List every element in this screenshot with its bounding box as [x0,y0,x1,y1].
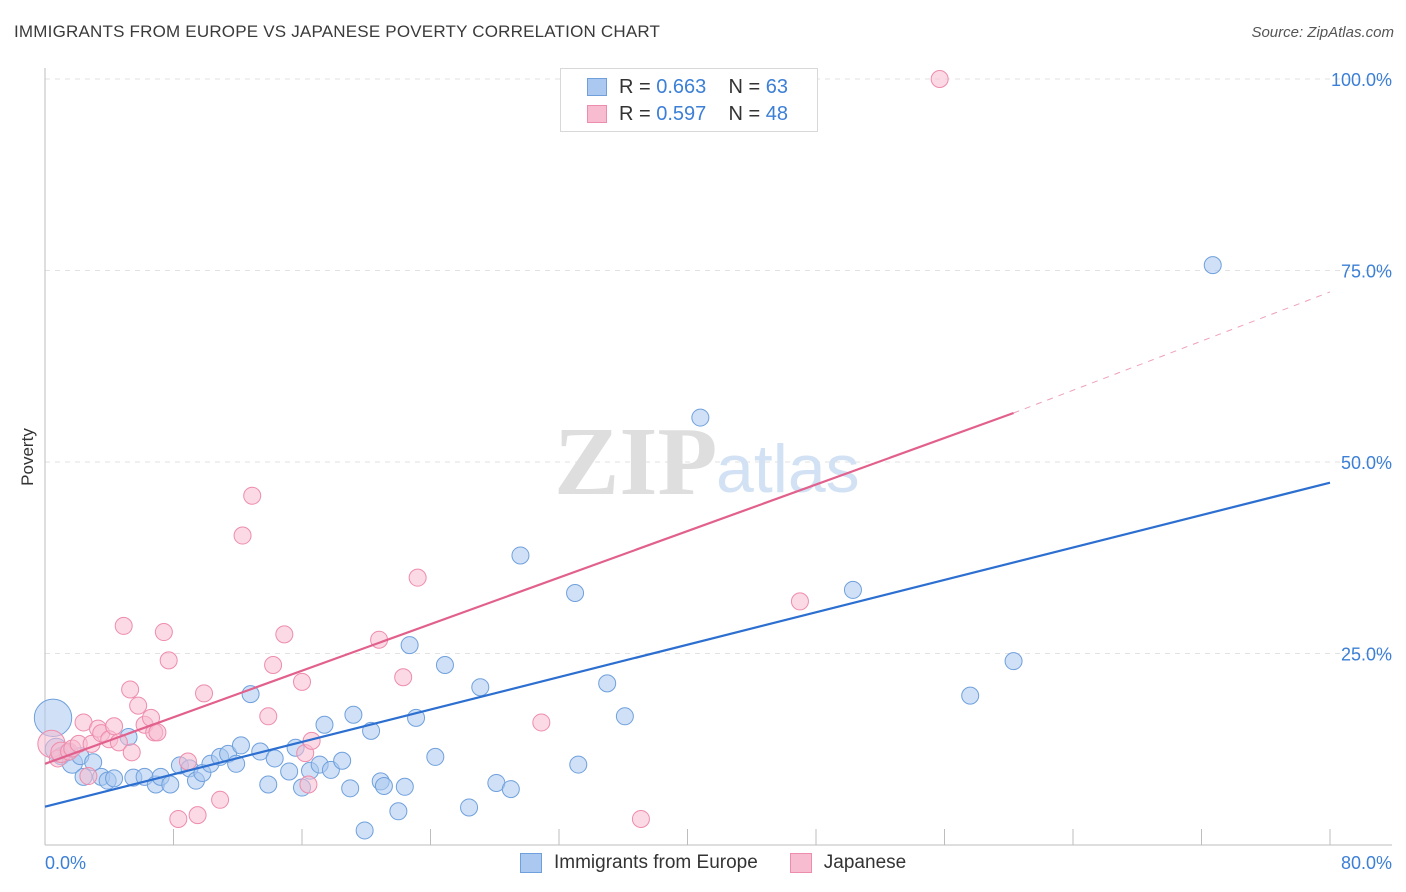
europe-point [231,736,250,755]
y-tick-label: 50.0% [1341,453,1392,473]
japanese-point [105,717,124,736]
europe-point [961,686,980,705]
europe-point [511,546,530,565]
japanese-point [408,568,427,587]
europe-point [395,777,414,796]
legend-item-japanese[interactable]: Japanese [789,852,907,874]
chart-title: IMMIGRANTS FROM EUROPE VS JAPANESE POVER… [14,22,661,41]
legend-swatch-europe [587,78,607,96]
legend-swatch-europe [520,853,542,873]
trend-lines [44,291,1331,808]
europe-point [1203,256,1222,275]
trend-line-japanese [44,411,1014,765]
japanese-point [159,651,178,670]
europe-point [435,655,454,674]
stats-legend: R = 0.663 N = 63 R = 0.597 N = 48 [560,68,818,132]
source-label: Source: ZipAtlas.com [1251,24,1394,41]
legend-swatch-japanese [587,105,607,123]
legend-r-label: R = [619,75,651,98]
japanese-point [275,625,294,644]
europe-point [259,775,278,794]
europe-point [161,775,180,794]
japanese-point [233,526,252,545]
legend-label-europe: Immigrants from Europe [554,852,758,873]
tick-labels: 25.0% 50.0% 75.0% 100.0% 0.0% 80.0% [45,70,1392,873]
japanese-point [631,809,650,828]
legend-n-label: N = [728,102,761,125]
europe-point [843,580,862,599]
japanese-point [243,486,262,505]
legend-row-japanese: R = 0.597 N = 48 [587,102,788,126]
japanese-point [169,809,188,828]
europe-point [355,821,374,840]
y-axis-label: Poverty [18,428,37,486]
europe-point [389,802,408,821]
legend-r-value: 0.663 [656,75,707,98]
japanese-point [148,723,167,742]
europe-point [280,762,299,781]
europe-point [460,798,479,817]
legend-label-japanese: Japanese [823,852,907,873]
watermark-zip: ZIP [554,408,717,516]
japanese-point [122,743,141,762]
y-tick-label: 100.0% [1331,70,1392,90]
japanese-point [79,767,98,786]
watermark: ZIP atlas [554,408,860,516]
legend-n-label: N = [728,75,761,98]
japanese-point [264,655,283,674]
europe-point [374,777,393,796]
trend-line-japanese-extrapolated [1013,291,1331,414]
japanese-point [790,592,809,611]
x-tick-label-min: 0.0% [45,853,86,873]
y-tick-label: 75.0% [1341,262,1392,282]
japanese-point [188,806,207,825]
legend-item-europe[interactable]: Immigrants from Europe [520,852,758,874]
grid [45,78,1392,654]
europe-point [569,755,588,774]
europe-point [105,769,124,788]
europe-point [265,749,284,768]
europe-point [1004,652,1023,671]
europe-point [315,715,334,734]
europe-point [426,747,445,766]
legend-swatch-japanese [789,853,812,873]
series-legend: Immigrants from Europe Japanese [520,852,938,874]
japanese-point [930,70,949,88]
legend-r-label: R = [619,102,651,125]
europe-point [501,780,520,799]
japanese-point [178,752,197,771]
japanese-point [259,707,278,726]
europe-point [333,751,352,770]
japanese-point [299,775,318,794]
legend-n-value: 63 [765,75,789,98]
japanese-point [211,790,230,809]
japanese-point [114,616,133,635]
europe-point [598,674,617,693]
europe-point [566,583,585,602]
legend-r-value: 0.597 [656,102,707,125]
japanese-point [121,680,140,699]
japanese-point [129,696,148,715]
japanese-point [154,623,173,642]
europe-point [344,705,363,724]
europe-point [471,678,490,697]
japanese-point [195,684,214,703]
x-tick-label-max: 80.0% [1341,853,1392,873]
japanese-point [532,713,551,732]
y-tick-label: 25.0% [1341,645,1392,665]
japanese-point [293,672,311,691]
europe-point [691,408,710,427]
europe-point [615,707,634,726]
legend-row-europe: R = 0.663 N = 63 [587,75,788,99]
legend-n-value: 48 [765,102,789,125]
japanese-point [394,668,413,687]
europe-point [341,779,360,798]
series-europe-points [33,256,1222,840]
trend-line-europe [44,481,1331,808]
europe-point [400,636,419,655]
